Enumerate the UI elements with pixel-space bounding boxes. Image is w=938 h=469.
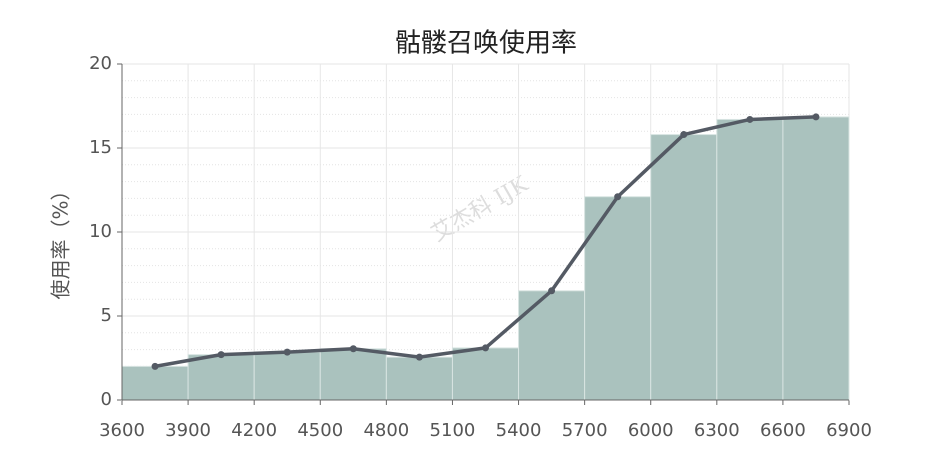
bar [187, 354, 255, 401]
trend-point [812, 113, 820, 121]
trend-point [151, 362, 159, 370]
x-tick-label: 4500 [297, 420, 343, 441]
trend-point [349, 345, 357, 353]
x-tick-label: 6600 [760, 420, 806, 441]
y-tick-label: 0 [101, 389, 112, 410]
bar [782, 116, 850, 401]
bar [451, 347, 520, 401]
y-tick-label: 20 [89, 53, 112, 74]
trend-point [548, 287, 556, 295]
trend-point [217, 351, 225, 359]
chart-title: 骷髅召唤使用率 [395, 29, 577, 59]
y-axis-label: 使用率（%） [49, 180, 73, 299]
trend-point [283, 348, 291, 356]
bar [716, 118, 784, 401]
bar [121, 365, 189, 401]
x-tick-label: 6000 [628, 420, 674, 441]
y-tick-label: 10 [89, 221, 112, 242]
bar [650, 134, 718, 401]
bar [518, 290, 586, 401]
x-tick-label: 4800 [363, 420, 409, 441]
x-tick-label: 5400 [496, 420, 542, 441]
y-tick-label: 15 [89, 137, 112, 158]
bar [319, 348, 387, 401]
x-tick-label: 3900 [165, 420, 211, 441]
trend-point [415, 353, 423, 361]
x-tick-label: 6900 [826, 420, 872, 441]
x-tick-label: 5700 [562, 420, 608, 441]
trend-point [746, 115, 754, 123]
x-tick-label: 5100 [430, 420, 476, 441]
bar [253, 351, 321, 401]
bar [385, 356, 453, 401]
x-tick-label: 4200 [231, 420, 277, 441]
watermark: 艾杰科 IJK [427, 172, 533, 247]
trend-point [482, 344, 489, 352]
trend-point [614, 193, 622, 201]
y-tick-label: 5 [101, 305, 112, 326]
trend-point [680, 131, 688, 139]
x-tick-label: 3600 [99, 420, 145, 441]
x-tick-label: 6300 [694, 420, 740, 441]
